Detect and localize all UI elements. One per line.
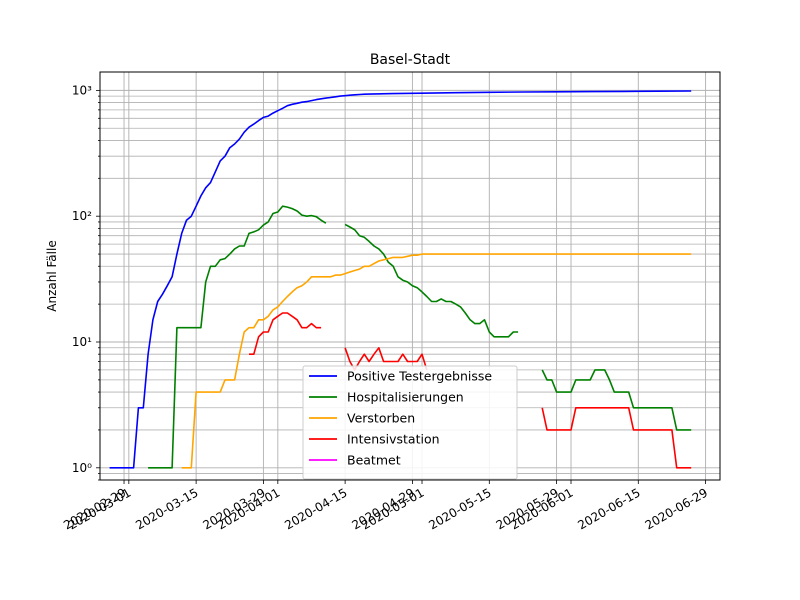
legend-box: [302, 365, 518, 480]
y-tick-label: 10¹: [72, 335, 92, 349]
y-tick-label: 10³: [72, 83, 92, 97]
x-tick-label: 2020-04-15: [282, 485, 349, 532]
legend: Positive Testergebnisse Hospitalisierunge…: [302, 365, 518, 480]
chart-title: Basel-Stadt: [370, 52, 451, 68]
series-line: [109, 90, 692, 469]
legend-label: Positive Testergebnisse: [347, 369, 492, 384]
y-axis-label: Anzahl Fälle: [45, 240, 59, 311]
legend-label: Verstorben: [347, 411, 415, 426]
legend-label: Hospitalisierungen: [347, 390, 464, 405]
series-lines: [109, 90, 692, 469]
legend-label: Beatmet: [347, 453, 401, 468]
x-tick-label: 2020-06-29: [643, 485, 710, 532]
y-tick-label: 10²: [72, 209, 92, 223]
plot-frame: [99, 71, 721, 481]
x-tick-label: 2020-03-01: [66, 485, 133, 532]
x-tick-label: 2020-03-15: [133, 485, 200, 532]
x-tick-label: 2020-06-15: [575, 485, 642, 532]
series-line: [249, 312, 692, 469]
series-line: [148, 205, 692, 469]
series-line: [181, 253, 692, 469]
x-tick-label: 2020-05-15: [426, 485, 493, 532]
legend-label: Intensivstation: [347, 432, 440, 447]
y-tick-label: 10⁰: [72, 461, 92, 475]
